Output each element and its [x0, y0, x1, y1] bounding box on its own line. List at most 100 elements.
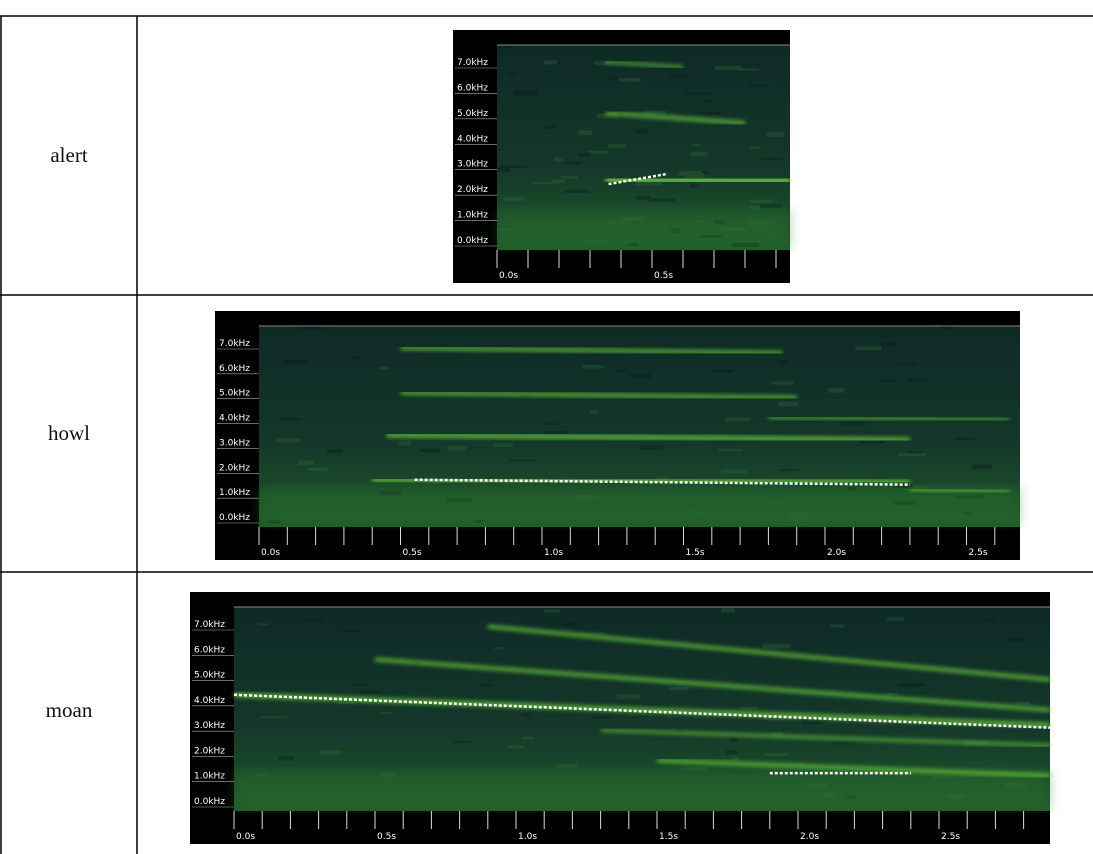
- noise: [447, 445, 467, 451]
- harmonic: [768, 416, 1009, 422]
- noise: [360, 690, 383, 694]
- noise: [554, 157, 564, 162]
- harmonic: [909, 488, 1009, 494]
- noise: [319, 750, 342, 755]
- frequency-label: 1.0kHz: [194, 772, 225, 782]
- low-noise: [497, 209, 790, 248]
- noise: [381, 711, 392, 714]
- noise: [729, 736, 739, 742]
- noise: [725, 417, 750, 422]
- noise: [684, 92, 711, 96]
- noise: [587, 150, 609, 154]
- noise: [971, 464, 992, 470]
- time-label: 1.0s: [518, 832, 537, 842]
- frequency-label: 6.0kHz: [219, 364, 250, 374]
- noise: [578, 130, 593, 136]
- noise: [801, 719, 823, 725]
- spectrogram: 7.0kHz 6.0kHz 5.0kHz 4.0kHz 3.0kHz 2.0kHz 1.0k…: [215, 311, 1020, 560]
- frequency-label: 0.0kHz: [194, 797, 225, 807]
- noise: [982, 618, 996, 622]
- noise: [766, 132, 785, 138]
- noise: [690, 183, 700, 188]
- noise: [545, 430, 569, 435]
- harmonic: [605, 60, 684, 69]
- noise: [761, 157, 784, 161]
- harmonic: [600, 728, 1051, 747]
- harmonic: [386, 432, 910, 443]
- noise: [589, 410, 599, 415]
- noise: [881, 342, 896, 347]
- noise: [772, 646, 781, 649]
- noise: [881, 379, 896, 382]
- noise: [691, 144, 701, 147]
- noise: [777, 360, 788, 365]
- noise: [326, 449, 343, 454]
- noise: [503, 196, 524, 201]
- noise: [498, 46, 515, 49]
- time-label: 0.5s: [403, 548, 422, 558]
- frequency-label: 3.0kHz: [457, 160, 488, 170]
- time-label: 2.0s: [800, 832, 819, 842]
- noise: [1016, 701, 1031, 705]
- noise: [649, 198, 677, 202]
- noise: [759, 204, 781, 209]
- noise: [276, 438, 301, 443]
- noise: [714, 65, 742, 71]
- noise: [669, 73, 687, 78]
- noise: [486, 664, 497, 668]
- frequency-label: 2.0kHz: [457, 185, 488, 195]
- noise: [507, 744, 525, 749]
- noise: [640, 445, 663, 450]
- noise: [887, 617, 904, 622]
- time-label: 2.5s: [941, 832, 960, 842]
- noise: [855, 346, 882, 350]
- noise: [298, 460, 315, 466]
- noise: [894, 484, 909, 489]
- noise: [583, 364, 604, 369]
- noise: [840, 422, 866, 427]
- noise: [542, 125, 556, 129]
- noise: [561, 622, 577, 626]
- noise: [860, 441, 884, 444]
- noise: [307, 467, 329, 471]
- noise: [830, 624, 845, 628]
- noise: [749, 146, 761, 149]
- harmonic: [487, 624, 1051, 682]
- noise: [521, 713, 530, 717]
- frequency-label: 2.0kHz: [219, 463, 250, 473]
- pitch-track: [414, 478, 910, 486]
- frequency-label: 7.0kHz: [457, 58, 488, 68]
- noise: [642, 110, 666, 115]
- noise: [713, 369, 734, 373]
- frequency-label: 1.0kHz: [457, 211, 488, 221]
- noise: [900, 484, 913, 489]
- noise: [545, 422, 557, 425]
- time-label: 1.5s: [659, 832, 678, 842]
- noise: [351, 683, 369, 687]
- harmonic: [656, 758, 1051, 778]
- noise: [565, 161, 581, 165]
- frequency-label: 4.0kHz: [457, 134, 488, 144]
- noise: [532, 181, 559, 184]
- noise: [552, 179, 566, 183]
- noise: [596, 113, 619, 119]
- noise: [278, 756, 294, 761]
- noise: [420, 448, 441, 453]
- time-label: 0.5s: [377, 832, 396, 842]
- noise: [561, 176, 578, 179]
- noise: [590, 716, 612, 719]
- time-label: 1.0s: [544, 548, 563, 558]
- time-label: 2.5s: [969, 548, 988, 558]
- noise: [493, 443, 513, 447]
- frequency-label: 7.0kHz: [219, 339, 250, 349]
- noise: [629, 373, 652, 379]
- noise: [739, 706, 759, 711]
- frequency-label: 5.0kHz: [194, 671, 225, 681]
- noise: [764, 715, 791, 721]
- noise: [669, 687, 690, 691]
- row-label: moan: [46, 698, 93, 722]
- noise: [721, 469, 748, 474]
- noise: [497, 167, 511, 172]
- spectrogram: 7.0kHz 6.0kHz 5.0kHz 4.0kHz 3.0kHz 2.0kHz 1.0k…: [190, 592, 1051, 844]
- noise: [352, 356, 362, 360]
